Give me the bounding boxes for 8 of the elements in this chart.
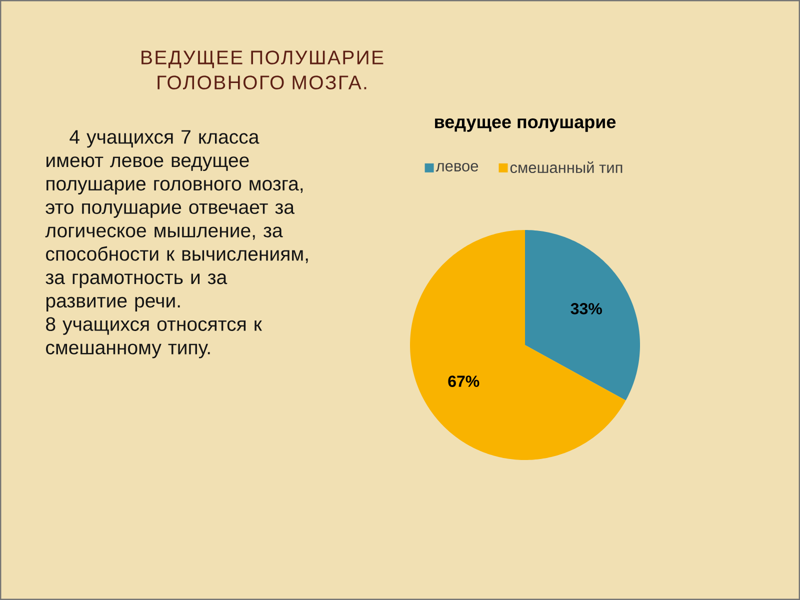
text: 4 учащихся 7 класса имеют левое ведущее полушарие головного мозга, это полушарие отвечает за логическое мышление, за способности к вычислениям, за грамотность и за развитие речи. bbox=[45, 130, 308, 312]
legend-label: смешанный тип bbox=[510, 161, 622, 174]
data-label: 67% bbox=[448, 376, 480, 387]
text: 8 учащихся относятся к смешанному типу. bbox=[46, 317, 262, 358]
legend-label: левое bbox=[436, 162, 478, 172]
chart-title: ВЕДУЩЕЕ ПОЛУШАРИЕ ГОЛОВНОГО МОЗГА. bbox=[142, 50, 384, 90]
chart-subtitle: ведущее полушарие bbox=[435, 118, 616, 132]
data-label: 33% bbox=[570, 303, 602, 314]
